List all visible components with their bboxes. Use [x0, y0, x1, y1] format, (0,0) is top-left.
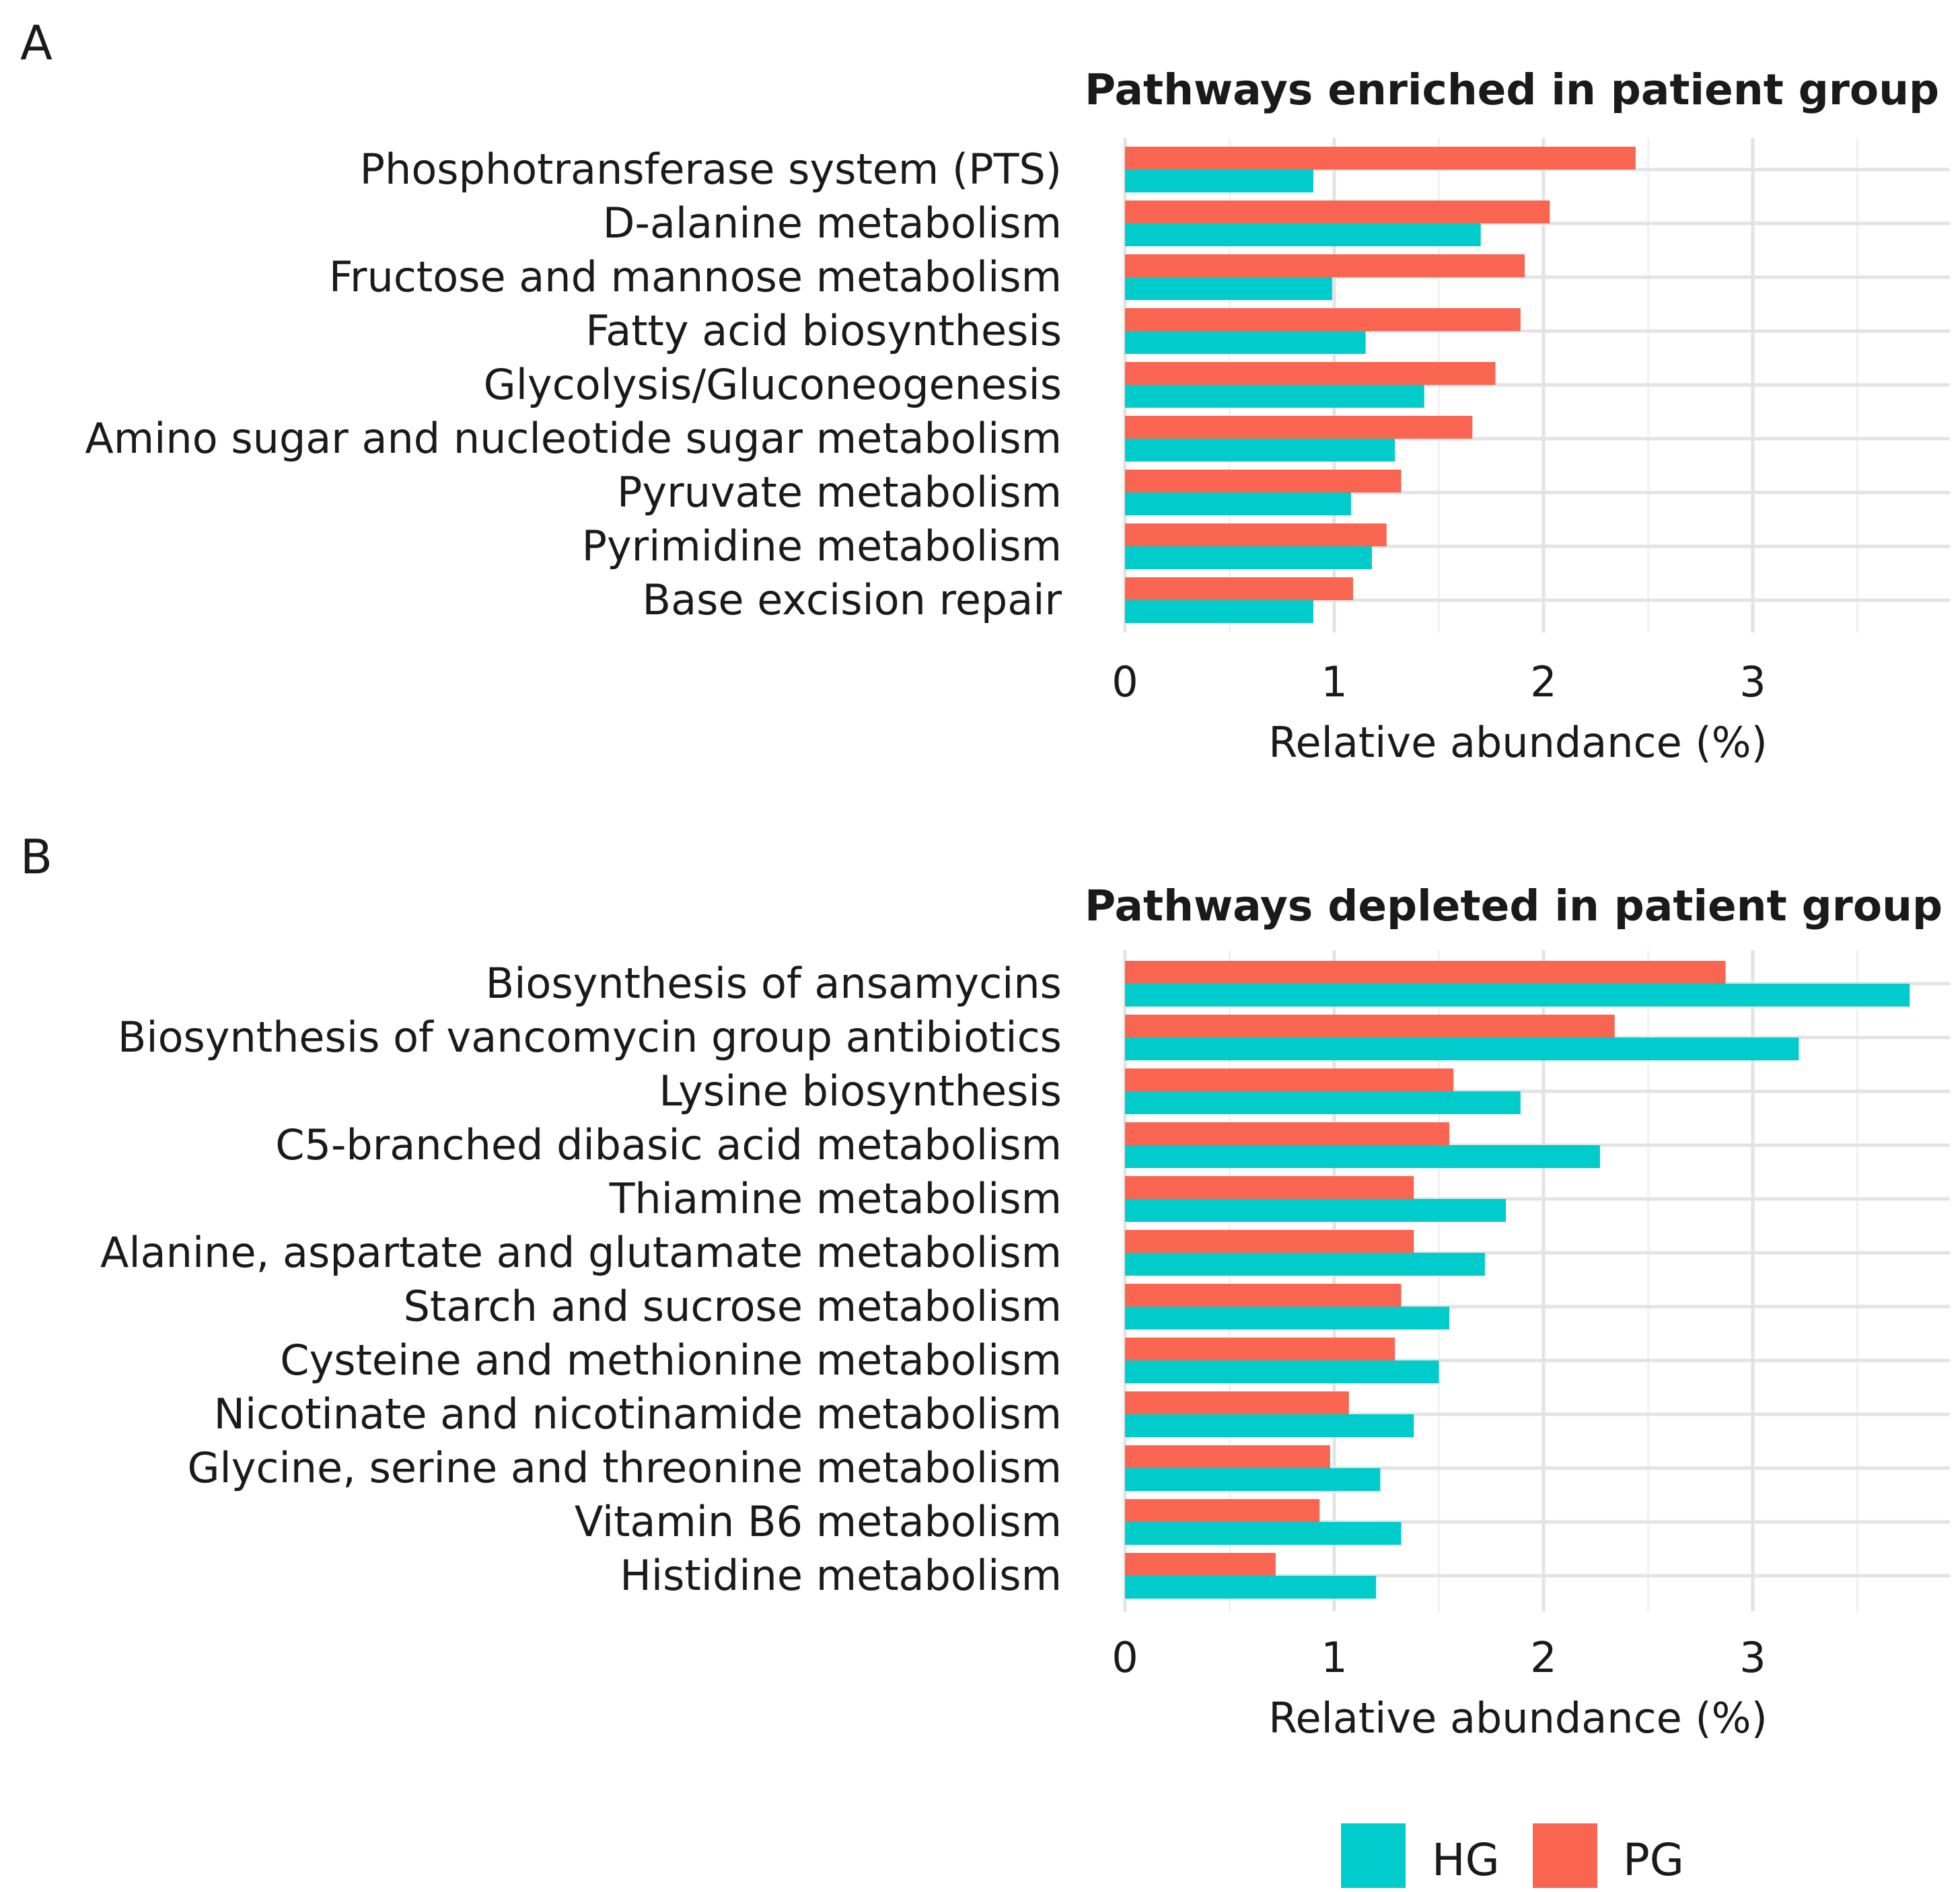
category-label: Biosynthesis of vancomycin group antibio…: [118, 1013, 1062, 1062]
bar-pg: [1125, 1553, 1276, 1576]
bar-hg: [1125, 331, 1366, 354]
bar-hg: [1125, 1576, 1377, 1599]
bar-hg: [1125, 984, 1910, 1007]
panel-label: B: [20, 830, 52, 885]
bar-pg: [1125, 470, 1402, 493]
legend-swatch-hg: [1341, 1823, 1406, 1888]
legend: HG PG: [1341, 1823, 1684, 1888]
bar-pg: [1125, 147, 1636, 170]
legend-label-pg: PG: [1623, 1834, 1684, 1886]
x-tick-label: 1: [1321, 1633, 1347, 1682]
bar-pg: [1125, 362, 1496, 385]
bar-pg: [1125, 308, 1521, 331]
bar-hg: [1125, 546, 1372, 569]
category-label: Fatty acid biosynthesis: [585, 306, 1062, 355]
bar-pg: [1125, 1391, 1349, 1414]
x-tick-label: 3: [1739, 657, 1766, 706]
bars: [1125, 147, 1636, 623]
chart-title: Pathways enriched in patient group: [1085, 65, 1939, 114]
category-label: Amino sugar and nucleotide sugar metabol…: [85, 414, 1062, 463]
bar-pg: [1125, 254, 1525, 277]
bar-hg: [1125, 1307, 1450, 1330]
bar-pg: [1125, 523, 1387, 546]
bars: [1125, 961, 1910, 1599]
bar-hg: [1125, 1038, 1799, 1060]
x-tick-label: 1: [1321, 657, 1347, 706]
category-label: C5-branched dibasic acid metabolism: [275, 1120, 1062, 1169]
bar-hg: [1125, 277, 1332, 300]
x-tick-label: 0: [1112, 657, 1138, 706]
bar-pg: [1125, 1122, 1450, 1145]
bar-pg: [1125, 201, 1550, 223]
legend-label-hg: HG: [1432, 1834, 1500, 1886]
bar-hg: [1125, 385, 1424, 408]
bar-hg: [1125, 1199, 1507, 1222]
category-label: D-alanine metabolism: [603, 198, 1062, 248]
category-labels: Phosphotransferase system (PTS)D-alanine…: [85, 145, 1062, 624]
panel-label: A: [20, 15, 52, 71]
bar-pg: [1125, 1284, 1402, 1307]
category-label: Thiamine metabolism: [609, 1174, 1062, 1223]
bar-hg: [1125, 1522, 1402, 1545]
panel-a: A Pathways enriched in patient group Pho…: [20, 15, 1950, 767]
bar-pg: [1125, 1338, 1395, 1360]
category-label: Histidine metabolism: [620, 1551, 1062, 1600]
category-labels: Biosynthesis of ansamycins Biosynthesis o…: [100, 959, 1062, 1600]
bar-pg: [1125, 416, 1473, 439]
category-label: Base excision repair: [643, 575, 1062, 624]
bar-pg: [1125, 961, 1726, 984]
category-label: Pyruvate metabolism: [617, 468, 1062, 517]
bar-pg: [1125, 1445, 1330, 1468]
legend-swatch-pg: [1533, 1823, 1597, 1888]
category-label: Fructose and mannose metabolism: [329, 252, 1062, 301]
bar-hg: [1125, 1253, 1485, 1276]
x-tick-label: 0: [1112, 1633, 1138, 1682]
category-label: Glycine, serine and threonine metabolism: [187, 1443, 1062, 1492]
category-label: Biosynthesis of ansamycins: [486, 959, 1062, 1008]
x-tick-label: 2: [1530, 657, 1556, 706]
bar-pg: [1125, 1499, 1320, 1522]
bar-hg: [1125, 1145, 1600, 1168]
bar-pg: [1125, 1015, 1615, 1038]
bar-hg: [1125, 1091, 1521, 1114]
bar-pg: [1125, 1176, 1414, 1199]
category-label: Nicotinate and nicotinamide metabolism: [214, 1389, 1062, 1439]
category-label: Glycolysis/Gluconeogenesis: [484, 360, 1062, 409]
category-label: Pyrimidine metabolism: [582, 521, 1062, 571]
category-label: Vitamin B6 metabolism: [575, 1497, 1062, 1546]
bar-hg: [1125, 1360, 1439, 1383]
category-label: Phosphotransferase system (PTS): [360, 145, 1062, 194]
panel-b: B Pathways depleted in patient group Bio…: [20, 830, 1950, 1743]
bar-pg: [1125, 577, 1353, 600]
bar-pg: [1125, 1068, 1454, 1091]
x-tick-labels: 0 1 2 3: [1112, 1633, 1766, 1682]
x-tick-label: 2: [1530, 1633, 1556, 1682]
category-label: Cysteine and methionine metabolism: [280, 1336, 1062, 1385]
chart-title: Pathways depleted in patient group: [1085, 881, 1943, 931]
category-label: Lysine biosynthesis: [659, 1066, 1062, 1116]
x-axis-label: Relative abundance (%): [1268, 718, 1768, 767]
x-tick-label: 3: [1739, 1633, 1766, 1682]
category-label: Alanine, aspartate and glutamate metabol…: [100, 1228, 1062, 1277]
bar-hg: [1125, 1414, 1414, 1437]
bar-hg: [1125, 223, 1481, 246]
x-tick-labels: 0 1 2 3: [1112, 657, 1766, 706]
bar-hg: [1125, 493, 1351, 515]
bar-hg: [1125, 600, 1313, 623]
bar-hg: [1125, 170, 1313, 192]
category-label: Starch and sucrose metabolism: [404, 1282, 1062, 1331]
x-axis-label: Relative abundance (%): [1268, 1694, 1768, 1743]
bar-pg: [1125, 1230, 1414, 1253]
bar-hg: [1125, 1468, 1381, 1491]
bar-hg: [1125, 439, 1395, 462]
